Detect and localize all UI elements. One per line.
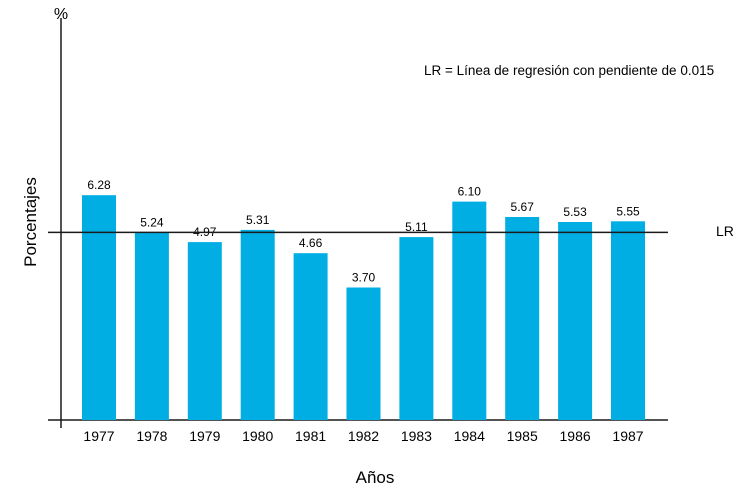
data-label-1978: 5.24 [140, 215, 164, 229]
y-unit-label: % [54, 6, 68, 23]
x-tick-1979: 1979 [189, 428, 220, 444]
data-label-1984: 6.10 [458, 185, 482, 199]
bar-1984 [452, 201, 487, 420]
bar-1978 [134, 232, 169, 420]
data-label-1985: 5.67 [511, 200, 535, 214]
regression-line-label: LR [716, 223, 734, 239]
bar-1980 [240, 229, 275, 420]
bar-1986 [558, 222, 593, 420]
x-tick-1977: 1977 [83, 428, 114, 444]
x-tick-1985: 1985 [507, 428, 538, 444]
bar-1977 [82, 195, 116, 420]
x-tick-labels: 1977 1978 1979 1980 1981 1982 1983 1984 1985 1986… [83, 428, 643, 444]
x-tick-1983: 1983 [401, 428, 432, 444]
bar-1981 [293, 253, 328, 420]
annotation: LR = Línea de regresión con pendiente de… [424, 63, 714, 78]
data-label-1980: 5.31 [246, 213, 270, 227]
bar-1987 [611, 221, 645, 420]
bar-1979 [187, 242, 222, 420]
data-label-1982: 3.70 [352, 271, 376, 285]
bars [82, 195, 645, 420]
bar-1983 [399, 237, 434, 420]
bar-1982 [346, 287, 381, 420]
data-label-1986: 5.53 [563, 205, 587, 219]
x-axis-title: Años [356, 468, 395, 487]
data-label-1983: 5.11 [405, 220, 428, 234]
x-tick-1984: 1984 [454, 428, 485, 444]
x-tick-1982: 1982 [348, 428, 379, 444]
x-tick-1981: 1981 [295, 428, 326, 444]
x-tick-1986: 1986 [560, 428, 591, 444]
y-axis-title: Porcentajes [21, 177, 40, 267]
x-tick-1978: 1978 [136, 428, 167, 444]
data-label-1987: 5.55 [616, 204, 640, 218]
data-label-1981: 4.66 [299, 236, 323, 250]
x-tick-1980: 1980 [242, 428, 273, 444]
data-label-1977: 6.28 [87, 178, 111, 192]
data-labels: 6.285.244.975.314.663.705.116.105.67 5.53… [87, 178, 640, 284]
x-tick-1987: 1987 [612, 428, 643, 444]
bar-1985 [505, 217, 540, 420]
